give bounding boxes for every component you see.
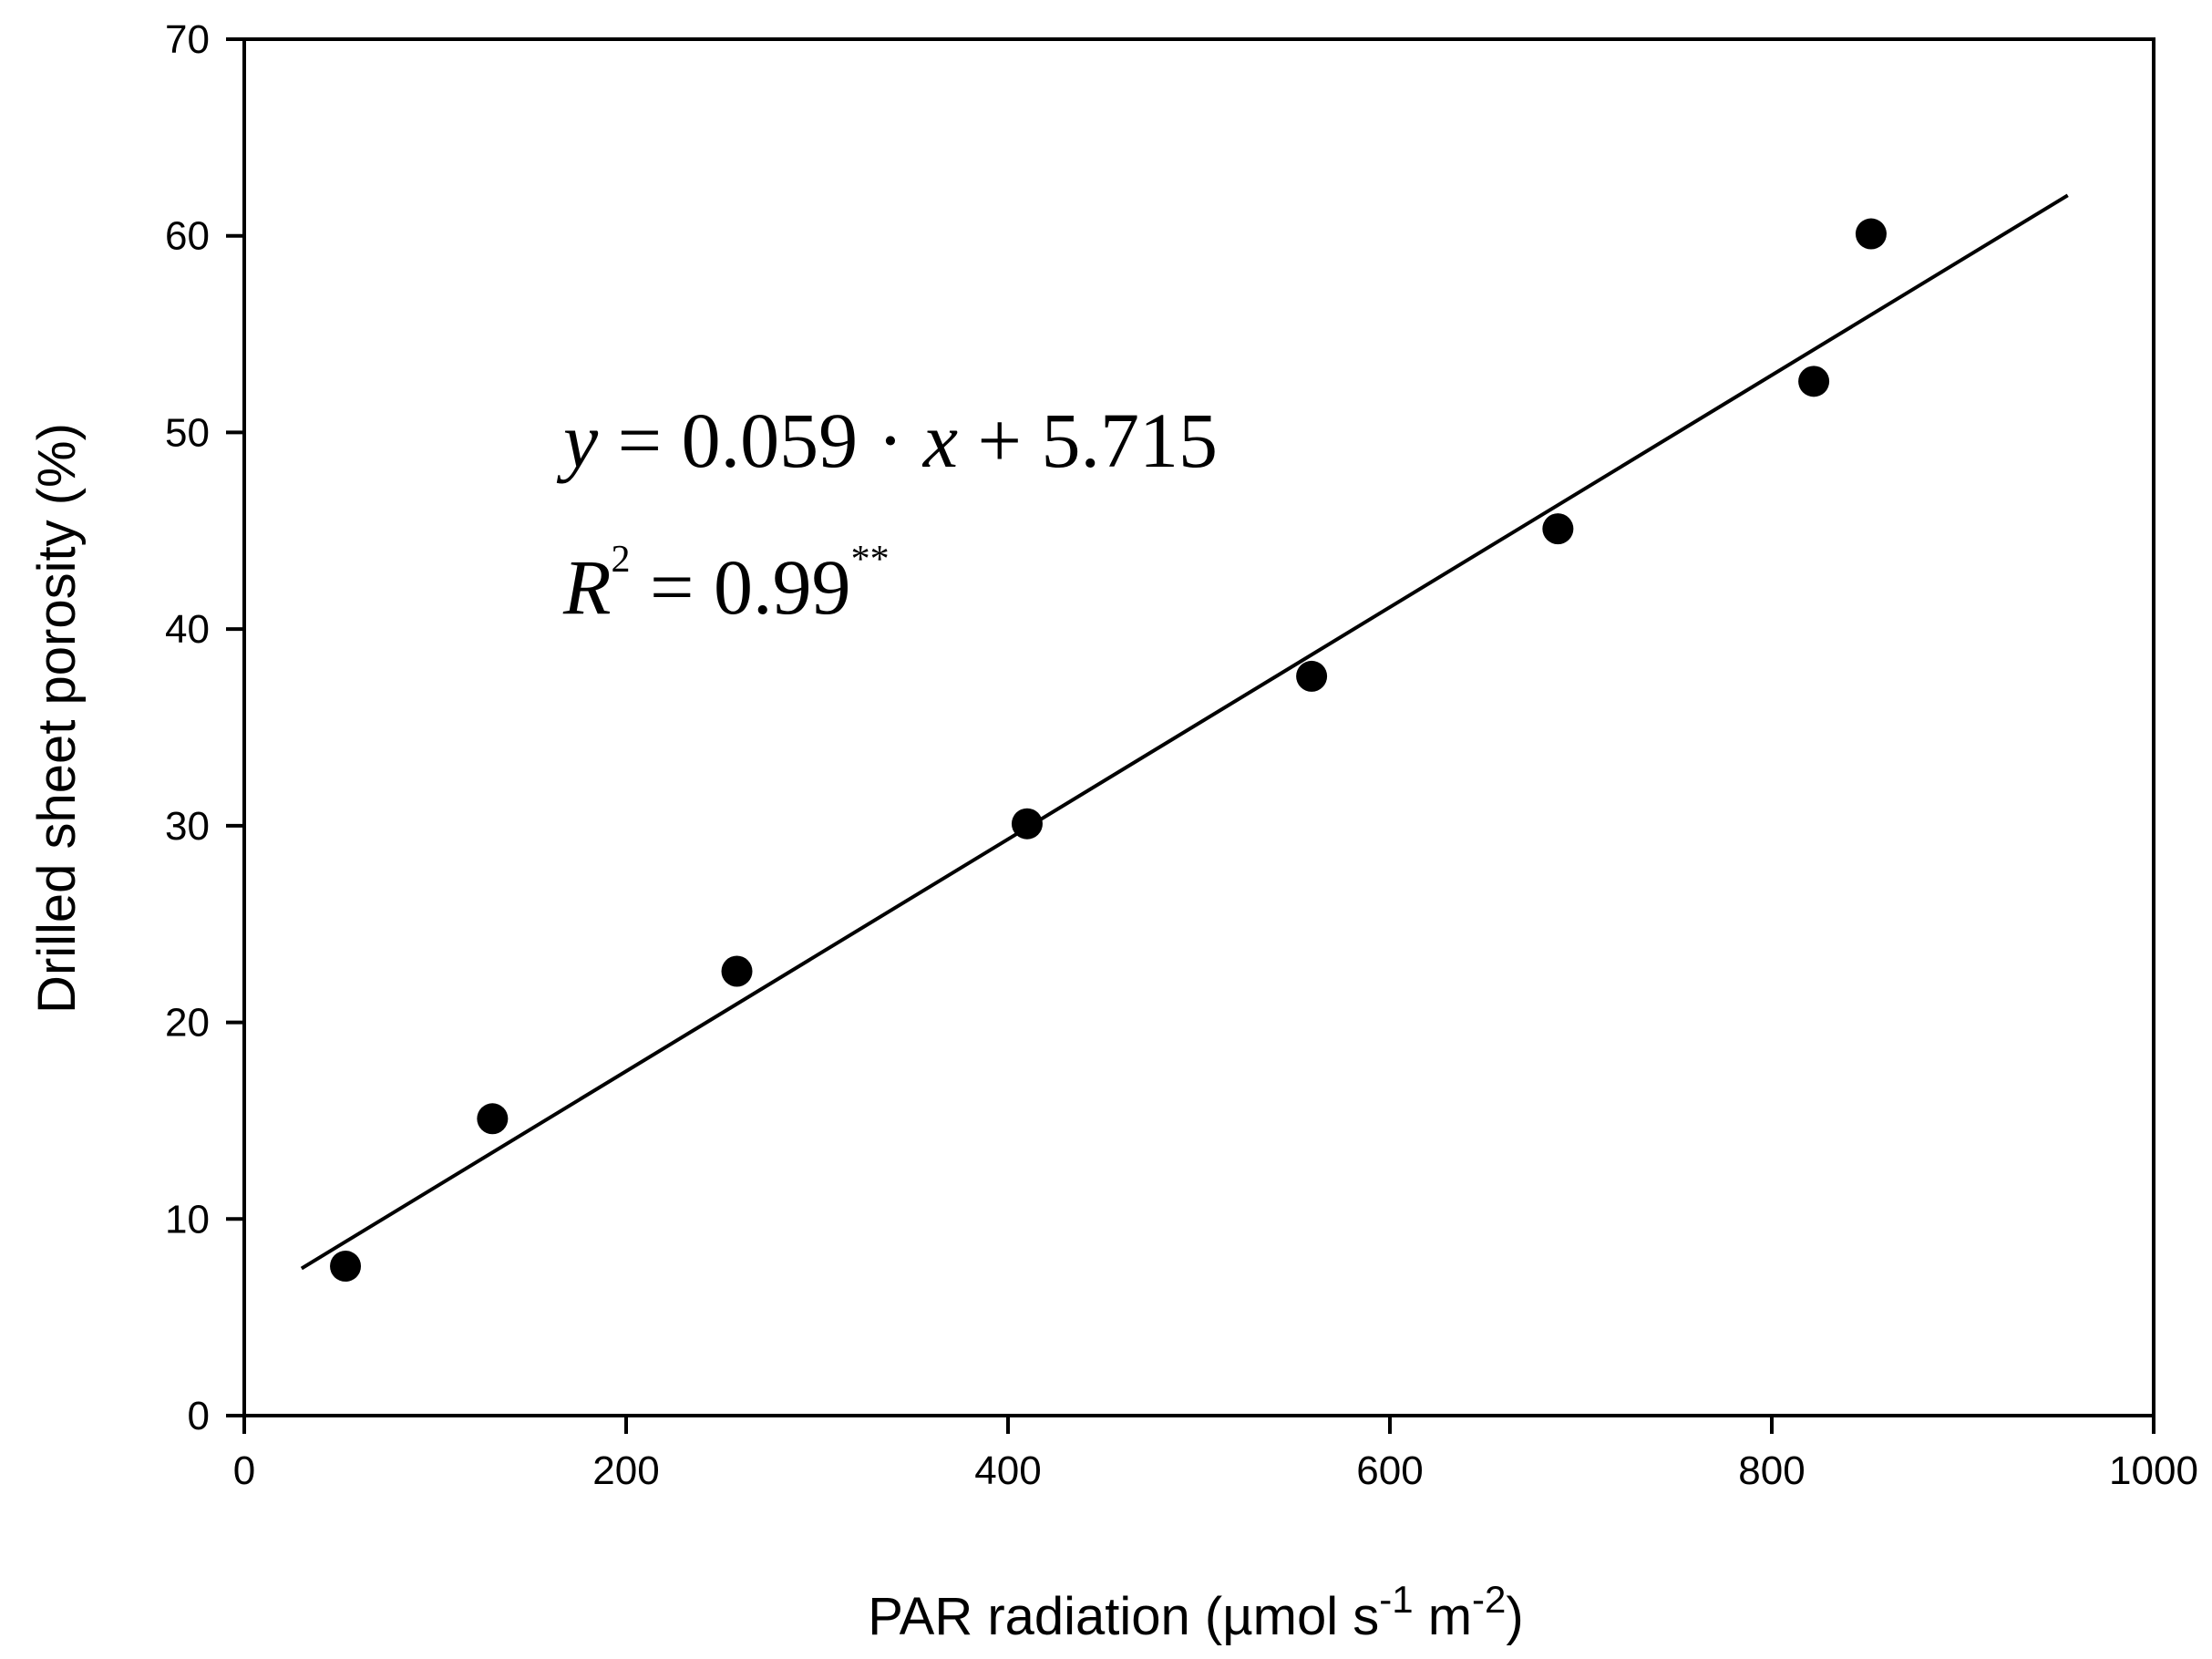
y-tick-label: 60: [165, 214, 210, 259]
plot-area-border: [242, 37, 2155, 1417]
x-tick-label: 1000: [2109, 1448, 2198, 1493]
x-axis-ticks: 0 200 400 600 800 1000: [233, 1416, 2198, 1493]
r-superscript: 2: [612, 539, 631, 581]
y-tick-label: 0: [188, 1394, 210, 1438]
data-points-layer: [330, 218, 1887, 1283]
data-point: [721, 955, 753, 987]
equation-mid: = 0.059 ·: [598, 397, 923, 484]
x-tick-label: 0: [233, 1448, 255, 1493]
y-tick-label: 30: [165, 804, 210, 849]
r-value: = 0.99: [631, 543, 851, 631]
plot-frame: [242, 37, 2155, 1417]
significance-stars: **: [851, 539, 890, 581]
data-point: [1296, 660, 1328, 692]
x-tick-label: 200: [592, 1448, 659, 1493]
y-tick-label: 10: [165, 1197, 210, 1242]
y-axis-title: Drilled sheet porosity (%): [27, 423, 87, 1014]
r-letter: R: [562, 543, 612, 631]
y-axis-ticks: 0 10 20 30 40 50 60 70: [165, 17, 244, 1438]
y-tick-label: 40: [165, 607, 210, 652]
x-axis-title: PAR radiation (µmol s-1 m-2): [868, 1578, 1523, 1646]
x-tick-label: 400: [974, 1448, 1041, 1493]
y-tick-label: 50: [165, 410, 210, 455]
data-point: [1798, 366, 1830, 397]
regression-line-layer: [300, 193, 2069, 1271]
data-point: [1011, 808, 1043, 840]
x-tick-label: 800: [1738, 1448, 1805, 1493]
y-tick-label: 20: [165, 1001, 210, 1046]
data-point: [477, 1103, 509, 1135]
regression-equation: y = 0.059 · x + 5.715: [556, 397, 1218, 484]
data-point: [1542, 513, 1574, 545]
equation-end: + 5.715: [958, 397, 1218, 484]
r-squared-annotation: R2 = 0.99**: [562, 539, 890, 631]
equation-y: y: [556, 397, 599, 484]
regression-line: [300, 193, 2069, 1271]
x-tick-label: 600: [1356, 1448, 1423, 1493]
equation-x: x: [921, 397, 958, 484]
data-point: [330, 1251, 362, 1283]
data-point: [1855, 218, 1887, 250]
y-tick-label: 70: [165, 17, 210, 62]
